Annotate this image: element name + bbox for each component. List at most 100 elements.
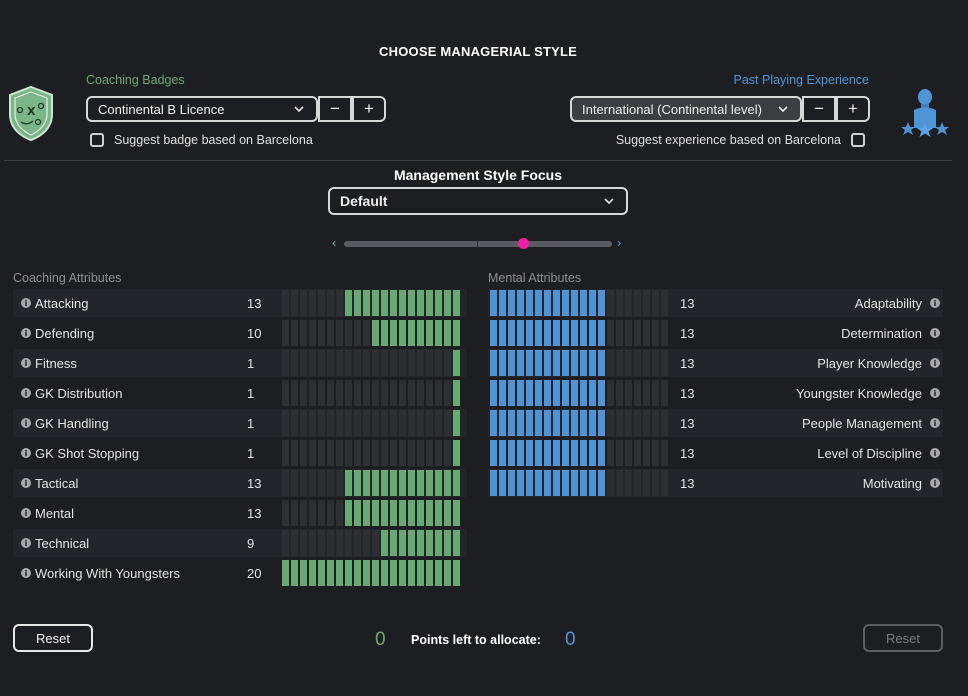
- info-icon[interactable]: i: [21, 388, 31, 398]
- attribute-bar[interactable]: [282, 530, 460, 556]
- bar-segment: [571, 350, 578, 376]
- coaching-decrease-button[interactable]: −: [318, 96, 352, 122]
- bar-segment: [616, 380, 623, 406]
- points-left-coaching: 0: [375, 629, 386, 650]
- info-icon[interactable]: i: [21, 448, 31, 458]
- suggest-badge-checkbox[interactable]: [90, 133, 104, 147]
- experience-decrease-button[interactable]: −: [802, 96, 836, 122]
- reset-coaching-button[interactable]: Reset: [13, 624, 93, 652]
- bar-segment: [408, 350, 415, 376]
- bar-segment: [453, 380, 460, 406]
- info-icon[interactable]: i: [930, 448, 940, 458]
- bar-segment: [336, 500, 343, 526]
- attribute-bar[interactable]: [282, 560, 460, 586]
- info-icon[interactable]: i: [930, 328, 940, 338]
- attribute-bar[interactable]: [490, 350, 668, 376]
- info-icon[interactable]: i: [930, 358, 940, 368]
- info-icon[interactable]: i: [930, 388, 940, 398]
- reset-mental-button[interactable]: Reset: [863, 624, 943, 652]
- info-icon[interactable]: i: [930, 298, 940, 308]
- focus-slider-thumb[interactable]: [518, 238, 530, 249]
- bar-segment: [571, 290, 578, 316]
- bar-segment: [517, 440, 524, 466]
- bar-segment: [625, 440, 632, 466]
- bar-segment: [634, 470, 641, 496]
- bar-segment: [282, 440, 289, 466]
- attribute-value: 13: [680, 475, 695, 491]
- attribute-bar[interactable]: [282, 470, 460, 496]
- attribute-label: Player Knowledge: [817, 355, 922, 371]
- bar-segment: [661, 410, 668, 436]
- past-experience-dropdown[interactable]: International (Continental level): [570, 96, 802, 122]
- info-icon[interactable]: i: [21, 538, 31, 548]
- bar-segment: [553, 440, 560, 466]
- attribute-value: 13: [680, 415, 695, 431]
- attribute-bar[interactable]: [490, 380, 668, 406]
- bar-segment: [291, 320, 298, 346]
- info-icon[interactable]: i: [21, 298, 31, 308]
- suggest-experience-checkbox[interactable]: [851, 133, 865, 147]
- bar-segment: [453, 530, 460, 556]
- bar-segment: [453, 560, 460, 586]
- bar-segment: [553, 290, 560, 316]
- info-icon[interactable]: i: [930, 418, 940, 428]
- focus-dropdown[interactable]: Default: [328, 187, 628, 215]
- bar-segment: [399, 500, 406, 526]
- bar-segment: [426, 350, 433, 376]
- bar-segment: [652, 410, 659, 436]
- attribute-bar[interactable]: [490, 290, 668, 316]
- focus-slider-track[interactable]: [344, 241, 612, 247]
- mental-attributes-list: 13 Adaptability i 13 Determination i 13 Player …: [488, 289, 943, 499]
- bar-segment: [390, 380, 397, 406]
- bar-segment: [417, 500, 424, 526]
- bar-segment: [336, 380, 343, 406]
- bar-segment: [408, 560, 415, 586]
- slider-left-arrow-icon[interactable]: ‹: [332, 235, 337, 250]
- bar-segment: [426, 500, 433, 526]
- bar-segment: [544, 290, 551, 316]
- suggest-badge-label: Suggest badge based on Barcelona: [114, 133, 313, 147]
- info-icon[interactable]: i: [21, 568, 31, 578]
- past-experience-value: International (Continental level): [582, 101, 762, 117]
- bar-segment: [517, 290, 524, 316]
- bar-segment: [345, 410, 352, 436]
- bar-segment: [318, 410, 325, 436]
- bar-segment: [580, 440, 587, 466]
- attribute-bar[interactable]: [282, 350, 460, 376]
- bar-segment: [535, 410, 542, 436]
- attribute-bar[interactable]: [490, 320, 668, 346]
- slider-right-arrow-icon[interactable]: ›: [617, 235, 622, 250]
- bar-segment: [363, 320, 370, 346]
- info-icon[interactable]: i: [21, 508, 31, 518]
- info-icon[interactable]: i: [21, 328, 31, 338]
- attribute-bar[interactable]: [490, 470, 668, 496]
- bar-segment: [535, 290, 542, 316]
- info-icon[interactable]: i: [21, 358, 31, 368]
- attribute-bar[interactable]: [490, 410, 668, 436]
- coaching-badges-dropdown[interactable]: Continental B Licence: [86, 96, 318, 122]
- bar-segment: [625, 320, 632, 346]
- bar-segment: [490, 350, 497, 376]
- bar-segment: [643, 470, 650, 496]
- attribute-bar[interactable]: [282, 440, 460, 466]
- experience-increase-button[interactable]: +: [836, 96, 870, 122]
- attribute-bar[interactable]: [282, 290, 460, 316]
- attribute-bar[interactable]: [282, 320, 460, 346]
- bar-segment: [300, 380, 307, 406]
- info-icon[interactable]: i: [930, 478, 940, 488]
- bar-segment: [616, 470, 623, 496]
- bar-segment: [517, 470, 524, 496]
- attribute-bar[interactable]: [282, 410, 460, 436]
- attribute-label: Defending: [35, 325, 95, 341]
- bar-segment: [282, 410, 289, 436]
- attribute-bar[interactable]: [282, 500, 460, 526]
- coaching-increase-button[interactable]: +: [352, 96, 386, 122]
- attribute-label: GK Handling: [35, 415, 109, 431]
- bar-segment: [453, 350, 460, 376]
- attribute-bar[interactable]: [282, 380, 460, 406]
- attribute-bar[interactable]: [490, 440, 668, 466]
- info-icon[interactable]: i: [21, 418, 31, 428]
- info-icon[interactable]: i: [21, 478, 31, 488]
- bar-segment: [318, 530, 325, 556]
- bar-segment: [390, 410, 397, 436]
